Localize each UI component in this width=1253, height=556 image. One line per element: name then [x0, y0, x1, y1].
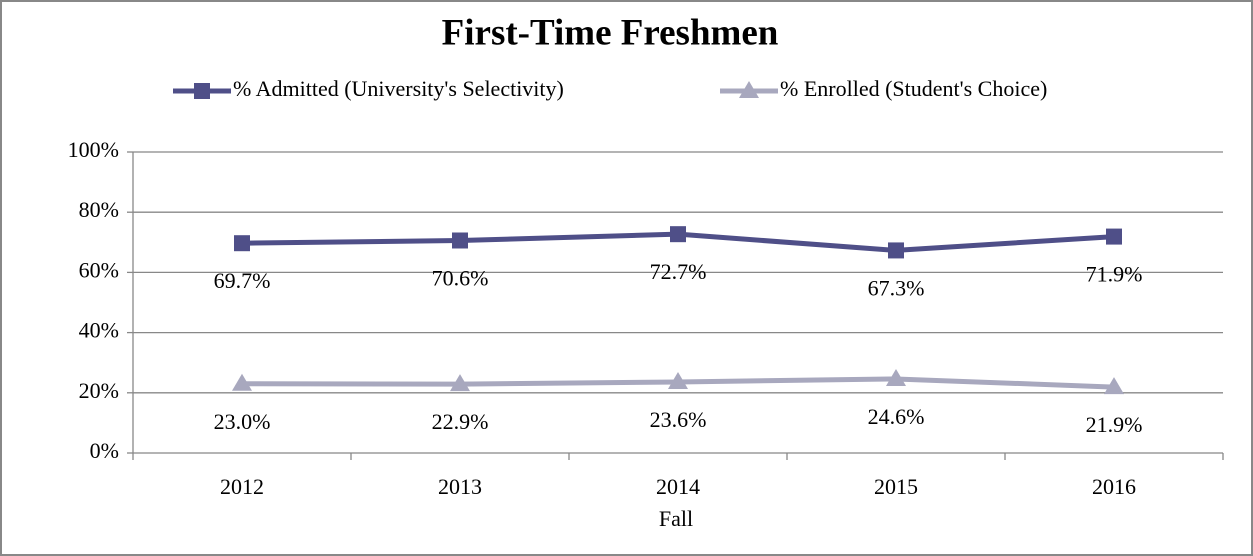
data-label: 71.9% — [1086, 262, 1143, 287]
data-label: 21.9% — [1086, 412, 1143, 437]
data-label: 70.6% — [432, 266, 489, 291]
legend-label: % Admitted (University's Selectivity) — [233, 76, 564, 101]
marker — [888, 242, 904, 259]
x-tick-label: 2012 — [220, 474, 264, 499]
x-tick-label: 2014 — [656, 474, 700, 499]
data-label: 22.9% — [432, 409, 489, 434]
y-tick-label: 80% — [79, 197, 119, 222]
marker — [1104, 377, 1124, 395]
marker — [450, 374, 470, 392]
y-tick-label: 60% — [79, 257, 119, 282]
y-tick-label: 100% — [68, 137, 119, 162]
legend-marker — [739, 81, 759, 98]
data-label: 67.3% — [868, 275, 925, 300]
y-tick-label: 0% — [90, 438, 119, 463]
data-label: 72.7% — [650, 259, 707, 284]
x-axis-label: Fall — [659, 506, 693, 531]
marker — [1106, 228, 1122, 245]
marker — [668, 371, 688, 389]
x-tick-label: 2015 — [874, 474, 918, 499]
data-label: 69.7% — [214, 268, 271, 293]
legend-marker — [194, 83, 210, 99]
x-tick-label: 2013 — [438, 474, 482, 499]
data-label: 23.0% — [214, 409, 271, 434]
x-tick-label: 2016 — [1092, 474, 1136, 499]
y-tick-label: 20% — [79, 378, 119, 403]
data-label: 23.6% — [650, 407, 707, 432]
data-label: 24.6% — [868, 404, 925, 429]
chart-title: First-Time Freshmen — [442, 12, 779, 53]
y-tick-label: 40% — [79, 318, 119, 343]
marker — [452, 232, 468, 249]
marker — [232, 373, 252, 391]
marker — [886, 368, 906, 386]
marker — [670, 226, 686, 243]
marker — [234, 235, 250, 252]
legend-label: % Enrolled (Student's Choice) — [780, 76, 1047, 101]
